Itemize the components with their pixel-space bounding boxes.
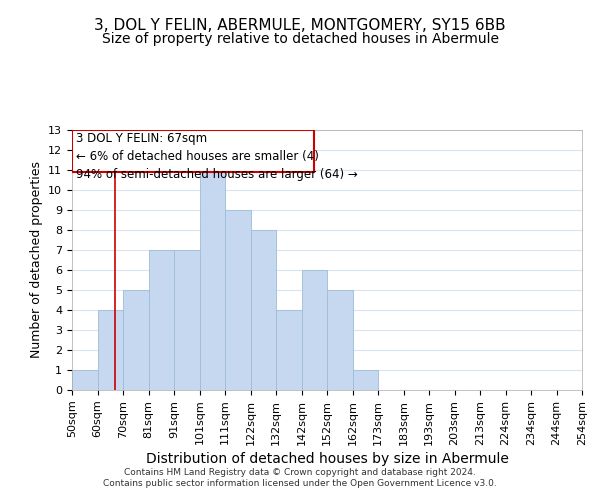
Text: Size of property relative to detached houses in Abermule: Size of property relative to detached ho… <box>101 32 499 46</box>
Y-axis label: Number of detached properties: Number of detached properties <box>29 162 43 358</box>
Bar <box>251 230 276 390</box>
Bar <box>174 250 199 390</box>
Text: 3, DOL Y FELIN, ABERMULE, MONTGOMERY, SY15 6BB: 3, DOL Y FELIN, ABERMULE, MONTGOMERY, SY… <box>94 18 506 32</box>
Bar <box>353 370 378 390</box>
Bar <box>97 310 123 390</box>
Text: 3 DOL Y FELIN: 67sqm
← 6% of detached houses are smaller (4)
94% of semi-detache: 3 DOL Y FELIN: 67sqm ← 6% of detached ho… <box>76 132 358 181</box>
X-axis label: Distribution of detached houses by size in Abermule: Distribution of detached houses by size … <box>146 452 508 466</box>
Bar <box>123 290 149 390</box>
Bar <box>276 310 302 390</box>
Bar <box>327 290 353 390</box>
Bar <box>225 210 251 390</box>
Bar <box>72 130 314 172</box>
Bar <box>72 370 97 390</box>
Bar <box>302 270 327 390</box>
Bar <box>149 250 174 390</box>
Text: Contains HM Land Registry data © Crown copyright and database right 2024.
Contai: Contains HM Land Registry data © Crown c… <box>103 468 497 487</box>
Bar <box>199 170 225 390</box>
